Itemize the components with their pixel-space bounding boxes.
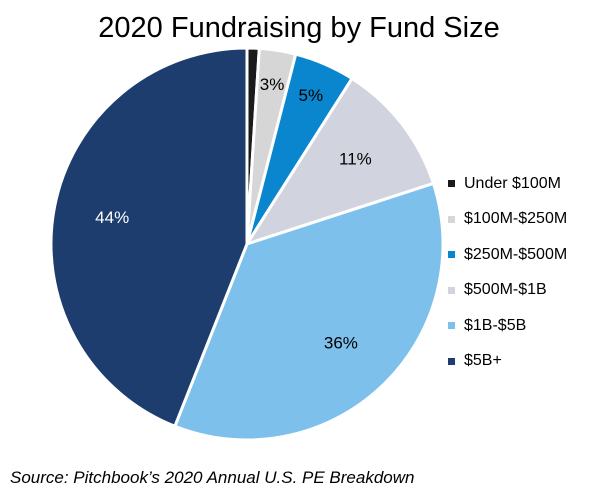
source-note: Source: Pitchbook’s 2020 Annual U.S. PE … [10, 468, 415, 487]
pie-slice-5b-plus [49, 46, 249, 429]
legend-swatch [448, 215, 455, 223]
data-label-1b-5b: 36% [324, 333, 358, 352]
pie-chart: 3% 5% 11% 36% 44% [49, 46, 445, 442]
data-label-100m-250m: 3% [260, 75, 285, 94]
pie-slice-1b-5b [172, 181, 445, 442]
legend-swatch [448, 286, 455, 294]
legend-item-100m-250m: $100M-$250M [448, 202, 567, 238]
legend-swatch [448, 357, 455, 365]
legend-item-under-100m: Under $100M [448, 166, 567, 202]
legend-item-250m-500m: $250M-$500M [448, 237, 567, 273]
legend-label: Under $100M [464, 174, 561, 192]
legend-item-5b-plus: $5B+ [448, 344, 567, 380]
legend-label: $500M-$1B [464, 281, 547, 299]
legend-item-500m-1b: $500M-$1B [448, 273, 567, 309]
legend-label: $100M-$250M [464, 210, 568, 228]
legend-swatch [448, 251, 455, 259]
data-label-250m-500m: 5% [299, 86, 324, 105]
legend-swatch [448, 180, 455, 188]
pie-slice-500m-1b [243, 76, 436, 247]
chart-title: 2020 Fundraising by Fund Size [98, 12, 500, 44]
legend-item-1b-5b: $1B-$5B [448, 308, 567, 344]
legend-label: $1B-$5B [464, 316, 527, 334]
data-label-500m-1b: 11% [339, 149, 372, 168]
data-label-5b-plus: 44% [95, 208, 129, 227]
legend-swatch [448, 322, 455, 330]
legend-label: $250M-$500M [464, 245, 568, 263]
legend-label: $5B+ [464, 352, 502, 370]
legend: Under $100M $100M-$250M $250M-$500M $500… [448, 166, 567, 379]
